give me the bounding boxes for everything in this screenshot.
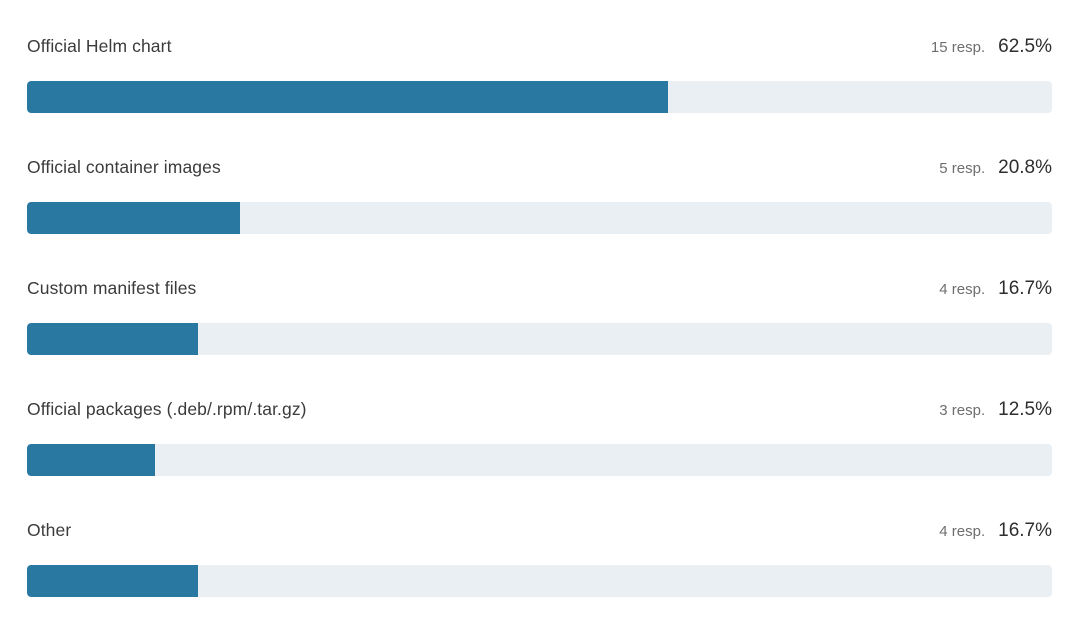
bar-fill: [27, 323, 199, 355]
bar-track: [27, 202, 1052, 234]
survey-bar-chart: Official Helm chart 15 resp. 62.5% Offic…: [27, 33, 1052, 597]
survey-row: Custom manifest files 4 resp. 16.7%: [27, 275, 1052, 355]
percentage-value: 20.8%: [998, 157, 1052, 178]
answer-label: Official Helm chart: [27, 36, 172, 56]
response-count: 15 resp.: [930, 39, 986, 56]
percentage-value: 62.5%: [998, 36, 1052, 57]
answer-label: Other: [27, 520, 72, 540]
row-header: Official container images 5 resp. 20.8%: [27, 154, 1052, 180]
survey-row: Official Helm chart 15 resp. 62.5%: [27, 33, 1052, 113]
answer-label: Official packages (.deb/.rpm/.tar.gz): [27, 399, 307, 419]
row-header: Other 4 resp. 16.7%: [27, 517, 1052, 543]
survey-row: Official packages (.deb/.rpm/.tar.gz) 3 …: [27, 396, 1052, 476]
bar-track: [27, 81, 1052, 113]
percentage-value: 16.7%: [998, 278, 1052, 299]
row-stats: 4 resp. 16.7%: [939, 518, 1052, 545]
response-count: 3 resp.: [939, 402, 986, 419]
bar-fill: [27, 444, 156, 476]
response-count: 4 resp.: [939, 281, 986, 298]
response-count: 5 resp.: [939, 160, 986, 177]
row-stats: 5 resp. 20.8%: [939, 155, 1052, 182]
bar-fill: [27, 81, 668, 113]
row-header: Official Helm chart 15 resp. 62.5%: [27, 33, 1052, 59]
percentage-value: 16.7%: [998, 520, 1052, 541]
survey-row: Official container images 5 resp. 20.8%: [27, 154, 1052, 234]
answer-label: Custom manifest files: [27, 278, 197, 298]
row-stats: 3 resp. 12.5%: [939, 397, 1052, 424]
bar-track: [27, 565, 1052, 597]
row-header: Custom manifest files 4 resp. 16.7%: [27, 275, 1052, 301]
bar-fill: [27, 565, 199, 597]
row-stats: 15 resp. 62.5%: [931, 34, 1052, 61]
response-count: 4 resp.: [939, 523, 986, 540]
row-stats: 4 resp. 16.7%: [939, 276, 1052, 303]
row-header: Official packages (.deb/.rpm/.tar.gz) 3 …: [27, 396, 1052, 422]
bar-track: [27, 323, 1052, 355]
bar-track: [27, 444, 1052, 476]
percentage-value: 12.5%: [998, 399, 1052, 420]
answer-label: Official container images: [27, 157, 221, 177]
survey-row: Other 4 resp. 16.7%: [27, 517, 1052, 597]
bar-fill: [27, 202, 241, 234]
